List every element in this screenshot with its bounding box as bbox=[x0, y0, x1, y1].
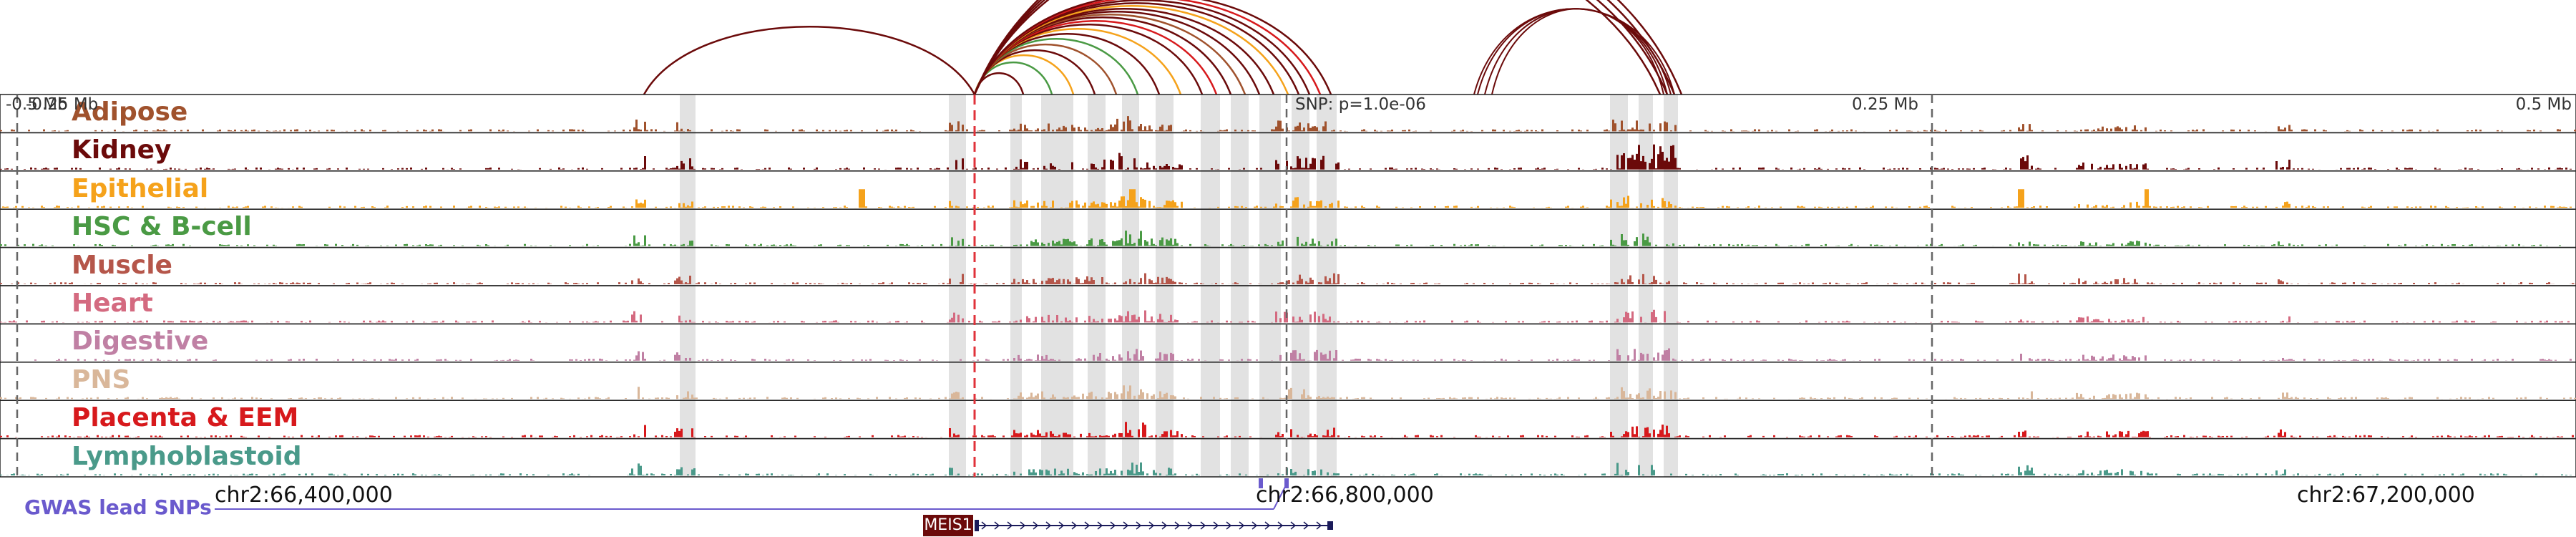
gene-strand-arrow bbox=[1187, 521, 1194, 530]
track-signal bbox=[0, 462, 2576, 475]
track-signal bbox=[0, 273, 2576, 284]
gene-strand-arrow bbox=[1174, 521, 1181, 530]
gene-strand-arrow bbox=[994, 521, 1000, 530]
gene-strand-arrow bbox=[1123, 521, 1129, 530]
gwas-lead-snps-label: GWAS lead SNPs bbox=[24, 495, 212, 519]
track-label: Adipose bbox=[72, 97, 188, 127]
loop-arc bbox=[973, 0, 1662, 95]
gene-strand-arrow bbox=[1110, 521, 1116, 530]
track-signal bbox=[0, 385, 2576, 400]
gwas-snp-marker[interactable] bbox=[1284, 478, 1289, 488]
loop-arc bbox=[973, 0, 1332, 95]
loop-arc bbox=[1491, 8, 1664, 95]
gene-strand-arrow bbox=[1058, 521, 1065, 530]
track-frame bbox=[0, 246, 2576, 286]
gene-strand-arrow bbox=[1161, 521, 1168, 530]
gene-exon bbox=[975, 520, 979, 531]
gene-strand-arrow bbox=[1020, 521, 1026, 530]
gene-exon bbox=[1327, 521, 1333, 530]
track-label: Kidney bbox=[72, 135, 172, 165]
track-signal bbox=[0, 309, 2576, 323]
scale-tick-label: 0.25 Mb bbox=[1852, 95, 1918, 114]
scale-tick-label: -0.25 Mb bbox=[26, 95, 99, 114]
track-signal bbox=[0, 422, 2576, 437]
track-frame bbox=[0, 400, 2576, 440]
track-label: Heart bbox=[72, 289, 153, 318]
signal-tracks bbox=[0, 94, 2576, 478]
scale-tick-label: -0.5 Mb bbox=[6, 95, 68, 114]
gene-strand-arrow bbox=[1148, 521, 1155, 530]
scale-tick-label: SNP: p=1.0e-06 bbox=[1295, 95, 1426, 114]
track-frame bbox=[0, 323, 2576, 363]
gene-strand-arrow bbox=[981, 521, 987, 530]
gene-strand-arrow bbox=[1264, 521, 1271, 530]
track-frame bbox=[0, 208, 2576, 248]
gene-strand-arrow bbox=[1239, 521, 1245, 530]
gene-label-meis1[interactable]: MEIS1 bbox=[923, 515, 973, 536]
track-label: Epithelial bbox=[72, 173, 209, 203]
gene-strand-arrow bbox=[1007, 521, 1013, 530]
gene-strand-arrow bbox=[1290, 521, 1297, 530]
gwas-snp-marker[interactable] bbox=[1259, 478, 1263, 488]
loop-arc bbox=[643, 26, 976, 95]
gene-strand-arrow bbox=[1084, 521, 1091, 530]
gene-strand-arrow bbox=[1200, 521, 1206, 530]
gene-strand-arrow bbox=[1033, 521, 1039, 530]
track-label: Digestive bbox=[72, 326, 209, 357]
chromatin-loop-arcs bbox=[643, 0, 1683, 95]
loop-arc bbox=[1484, 8, 1668, 95]
coordinate-label: chr2:67,200,000 bbox=[2297, 483, 2475, 508]
gene-strand-arrow bbox=[1213, 521, 1219, 530]
track-frame bbox=[0, 94, 2576, 134]
track-label: PNS bbox=[72, 364, 131, 395]
gene-strand-arrow bbox=[1303, 521, 1309, 530]
gene-strand-arrow bbox=[1277, 521, 1284, 530]
coordinate-label: chr2:66,800,000 bbox=[1256, 483, 1434, 508]
track-frame bbox=[0, 170, 2576, 210]
guide-lines bbox=[16, 95, 1933, 477]
track-signal bbox=[0, 231, 2576, 246]
gene-strand-arrow bbox=[1226, 521, 1232, 530]
scale-tick-label: 0.5 Mb bbox=[2515, 95, 2572, 114]
gene-strand-arrow bbox=[1136, 521, 1142, 530]
track-label: Lymphoblastoid bbox=[72, 441, 302, 471]
loop-arc bbox=[1477, 8, 1672, 95]
track-frame bbox=[0, 437, 2576, 478]
track-label: HSC & B-cell bbox=[72, 212, 252, 242]
track-signal bbox=[0, 189, 2576, 208]
gene-strand-arrow bbox=[1316, 521, 1322, 530]
gene-strand-arrow bbox=[1097, 521, 1103, 530]
track-signal bbox=[0, 348, 2576, 361]
gene-strand-arrow bbox=[1252, 521, 1258, 530]
track-label: Placenta & EEM bbox=[72, 403, 299, 433]
gene-strand-arrow bbox=[1071, 521, 1078, 530]
coordinate-label: chr2:66,400,000 bbox=[215, 483, 393, 508]
loop-arc bbox=[973, 0, 1669, 95]
track-signal bbox=[0, 116, 2576, 132]
gene-annotation bbox=[215, 478, 1333, 531]
gene-strand-arrow bbox=[1045, 521, 1052, 530]
track-label: Muscle bbox=[72, 250, 172, 280]
track-signal bbox=[0, 144, 2576, 170]
